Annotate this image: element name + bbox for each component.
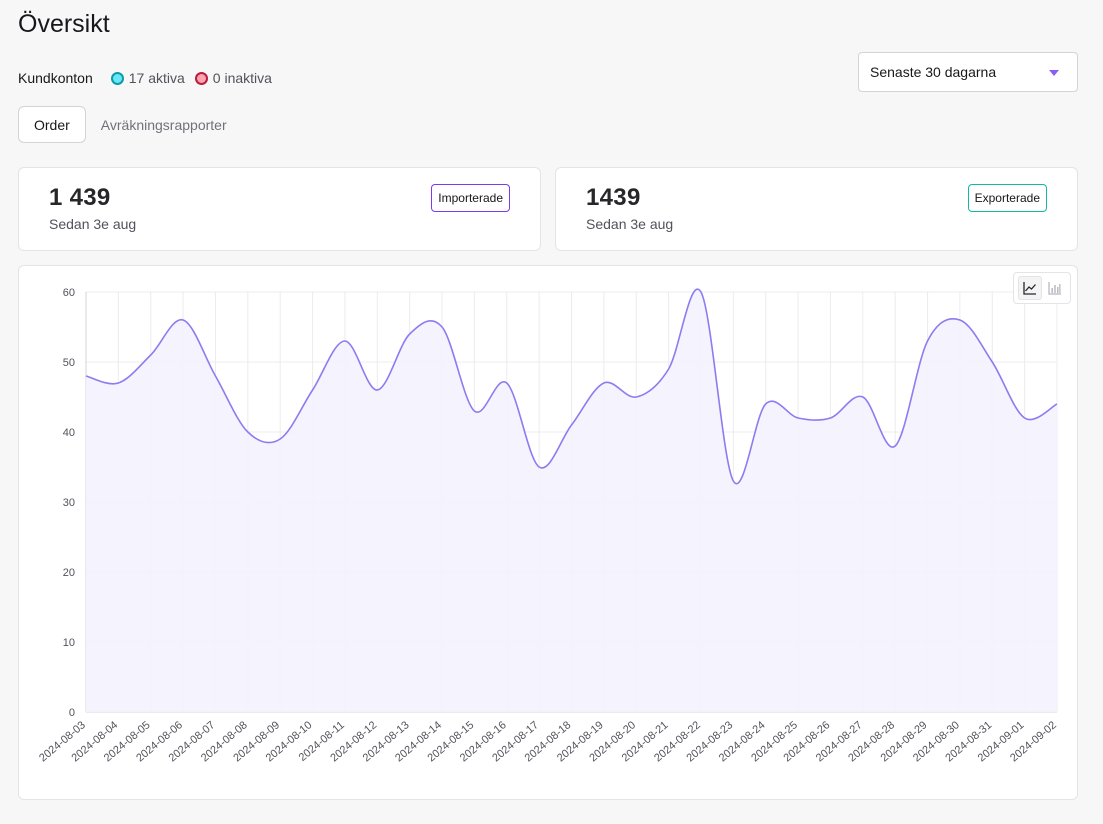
inactive-accounts-status: 0 inaktiva <box>194 70 272 86</box>
customer-accounts-label: Kundkonton <box>18 70 93 86</box>
y-tick-label: 10 <box>63 637 75 649</box>
imported-count: 1 439 <box>49 184 111 211</box>
active-accounts-count: 17 aktiva <box>128 70 185 86</box>
bar-chart-icon <box>1047 282 1061 295</box>
imported-subtitle: Sedan 3e aug <box>49 216 137 232</box>
y-tick-label: 60 <box>63 287 75 299</box>
date-range-value: Senaste 30 dagarna <box>870 64 997 80</box>
report-tabs: Order Avräkningsrapporter <box>18 106 242 143</box>
y-tick-label: 50 <box>63 357 75 369</box>
line-chart-icon <box>1022 282 1036 295</box>
bar-chart-button[interactable] <box>1043 276 1067 300</box>
chart-type-toggle <box>1013 272 1071 304</box>
customer-accounts-summary: Kundkonton 17 aktiva 0 inaktiva <box>18 70 282 86</box>
exported-count: 1439 <box>586 184 641 211</box>
exported-subtitle: Sedan 3e aug <box>586 216 674 232</box>
chevron-down-icon <box>1049 70 1059 76</box>
orders-chart: 01020304050602024-08-032024-08-042024-08… <box>37 287 1059 764</box>
exported-badge: Exporterade <box>967 184 1047 212</box>
y-tick-label: 40 <box>63 427 75 439</box>
imported-stat-card: 1 439 Sedan 3e aug Importerade <box>18 167 541 251</box>
imported-badge: Importerade <box>431 184 510 212</box>
y-tick-label: 30 <box>63 497 75 509</box>
orders-line <box>85 288 1058 485</box>
page-title: Översikt <box>18 10 110 38</box>
orders-area <box>86 289 1057 712</box>
active-status-icon <box>110 71 124 85</box>
exported-stat-card: 1439 Sedan 3e aug Exporterade <box>555 167 1078 251</box>
date-range-select[interactable]: Senaste 30 dagarna <box>858 52 1078 92</box>
tab-order[interactable]: Order <box>18 106 86 143</box>
y-tick-label: 20 <box>63 567 75 579</box>
orders-chart-card: 0 10 20 30 40 50 60 2024-08-03 2024-08-04 2024-08… <box>18 265 1078 800</box>
active-accounts-status: 17 aktiva <box>110 70 185 86</box>
inactive-status-icon <box>194 71 208 85</box>
tab-settlement-reports[interactable]: Avräkningsrapporter <box>100 116 227 133</box>
inactive-accounts-count: 0 inaktiva <box>212 70 272 86</box>
line-chart-button[interactable] <box>1017 276 1042 300</box>
y-tick-label: 0 <box>69 707 75 719</box>
